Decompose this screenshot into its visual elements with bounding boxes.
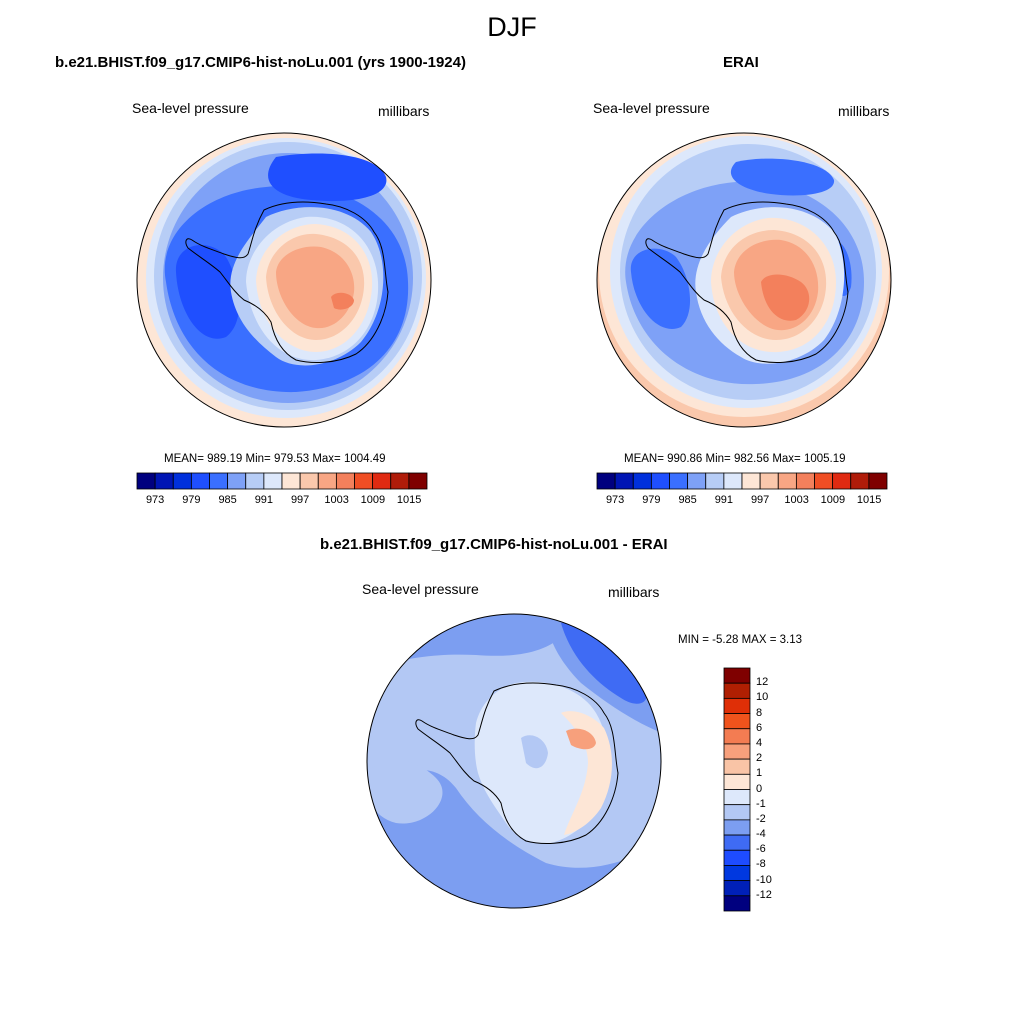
colorbar-tick-label: 991 [714, 494, 734, 506]
colorbar-tick-label: -8 [756, 858, 766, 871]
colorbar-swatch [723, 849, 751, 866]
colorbar-swatch [723, 880, 751, 897]
colorbar-swatch [814, 472, 834, 490]
colorbar-swatch [172, 472, 192, 490]
colorbar-swatch [299, 472, 319, 490]
colorbar-tick-label: 8 [756, 706, 763, 719]
colorbar-swatch [408, 472, 428, 490]
colorbar-swatch [850, 472, 870, 490]
colorbar-tick-label: 6 [756, 721, 763, 734]
panel-1-variable-label: Sea-level pressure [132, 100, 249, 116]
colorbar-swatch [723, 743, 751, 760]
colorbar-swatch [596, 472, 616, 490]
colorbar-swatch [723, 834, 751, 851]
colorbar-swatch [632, 472, 652, 490]
panel-1-title: b.e21.BHIST.f09_g17.CMIP6-hist-noLu.001 … [55, 54, 466, 71]
colorbar-swatch [723, 804, 751, 821]
colorbar-tick-label: 997 [290, 494, 310, 506]
colorbar-swatch [723, 789, 751, 806]
colorbar-swatch [723, 728, 751, 745]
panel-1-stats: MEAN= 989.19 Min= 979.53 Max= 1004.49 [164, 453, 386, 465]
colorbar-swatch [723, 697, 751, 714]
colorbar-swatch [723, 472, 743, 490]
colorbar-swatch [154, 472, 174, 490]
panel-2-stats: MEAN= 990.86 Min= 982.56 Max= 1005.19 [624, 453, 846, 465]
panel-2-colorbar [596, 472, 888, 490]
colorbar-swatch [723, 682, 751, 699]
colorbar-tick-label: 0 [756, 782, 763, 795]
panel-2-title: ERAI [723, 54, 759, 71]
panel-3-stats: MIN = -5.28 MAX = 3.13 [678, 634, 803, 646]
colorbar-tick-label: 973 [605, 494, 625, 506]
colorbar-tick-label: 991 [254, 494, 274, 506]
colorbar-swatch [723, 713, 751, 730]
colorbar-swatch [795, 472, 815, 490]
colorbar-tick-label: 4 [756, 736, 763, 749]
panel-3-units-label: millibars [608, 584, 660, 600]
colorbar-tick-label: -4 [756, 828, 766, 841]
colorbar-swatch [209, 472, 229, 490]
colorbar-tick-label: 2 [756, 752, 763, 765]
colorbar-tick-label: 979 [182, 494, 201, 506]
colorbar-tick-label: 1 [756, 767, 763, 780]
colorbar-tick-label: 12 [756, 676, 769, 689]
colorbar-swatch [190, 472, 210, 490]
colorbar-tick-label: 1003 [324, 494, 349, 506]
colorbar-swatch [614, 472, 634, 490]
panel-2-variable-label: Sea-level pressure [593, 100, 710, 116]
colorbar-swatch [723, 865, 751, 882]
colorbar-tick-label: 985 [218, 494, 237, 506]
colorbar-tick-label: 997 [750, 494, 770, 506]
colorbar-tick-label: 1015 [856, 494, 882, 506]
colorbar-tick-label: 979 [642, 494, 661, 506]
colorbar-swatch [281, 472, 301, 490]
colorbar-swatch [705, 472, 725, 490]
colorbar-tick-label: 1009 [360, 494, 386, 506]
colorbar-swatch [263, 472, 283, 490]
colorbar-tick-label: 1003 [784, 494, 809, 506]
colorbar-tick-label: 1015 [396, 494, 422, 506]
panel-3-colorbar [723, 667, 751, 912]
colorbar-swatch [390, 472, 410, 490]
colorbar-swatch [759, 472, 779, 490]
colorbar-swatch [723, 758, 751, 775]
panel-2-units-label: millibars [838, 103, 890, 119]
colorbar-tick-label: 973 [145, 494, 165, 506]
colorbar-tick-label: -6 [756, 843, 766, 856]
colorbar-swatch [868, 472, 888, 490]
colorbar-tick-label: -10 [756, 873, 772, 886]
colorbar-swatch [832, 472, 852, 490]
colorbar-swatch [136, 472, 156, 490]
colorbar-tick-label: -12 [756, 888, 772, 901]
colorbar-tick-label: 1009 [820, 494, 846, 506]
colorbar-swatch [354, 472, 374, 490]
panel-3-title: b.e21.BHIST.f09_g17.CMIP6-hist-noLu.001 … [320, 536, 668, 553]
colorbar-swatch [741, 472, 761, 490]
colorbar-swatch [687, 472, 707, 490]
colorbar-swatch [723, 895, 751, 912]
colorbar-tick-label: -2 [756, 812, 766, 825]
colorbar-tick-label: -1 [756, 797, 766, 810]
colorbar-tick-label: 10 [756, 691, 769, 704]
colorbar-swatch [723, 819, 751, 836]
panel-3-map [366, 613, 662, 909]
panel-1-units-label: millibars [378, 103, 430, 119]
colorbar-swatch [669, 472, 689, 490]
colorbar-swatch [372, 472, 392, 490]
colorbar-swatch [245, 472, 265, 490]
colorbar-swatch [777, 472, 797, 490]
panel-3-variable-label: Sea-level pressure [362, 581, 479, 597]
colorbar-swatch [335, 472, 355, 490]
colorbar-tick-label: 985 [678, 494, 697, 506]
figure-title: DJF [487, 12, 537, 42]
colorbar-swatch [227, 472, 247, 490]
panel-1-map [136, 132, 432, 428]
panel-1-colorbar [136, 472, 428, 490]
colorbar-swatch [650, 472, 670, 490]
colorbar-swatch [723, 667, 751, 684]
colorbar-swatch [317, 472, 337, 490]
panel-2-map [596, 132, 892, 428]
colorbar-swatch [723, 773, 751, 790]
